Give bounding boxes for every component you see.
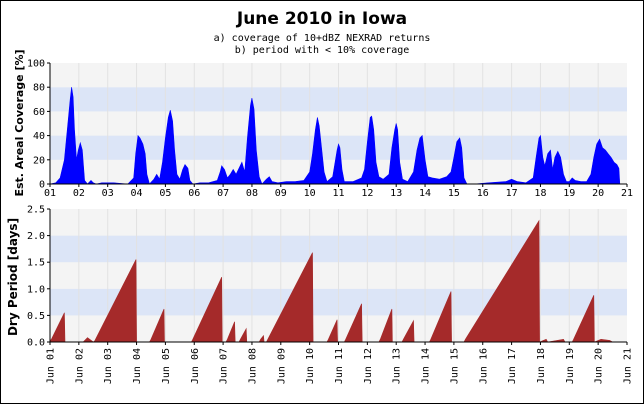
chart-title: June 2010 in Iowa [236,9,407,29]
x-tick-label: Jun 19 [565,348,576,384]
x-tick-label: Jun 15 [449,348,460,384]
x-tick-label: 09 [275,188,287,199]
coverage-panel: 0 20 40 60 80 100 01 02 03 04 05 06 07 08 09 10 11 12 13 14… [27,59,633,200]
x-tick-label: 08 [246,188,258,199]
x-tick-label: 21 [621,188,633,199]
x-tick-label: 01 [44,188,56,199]
y-tick-label: 0.5 [27,311,45,322]
x-tick-label: Jun 10 [305,348,316,384]
x-tick-label: 12 [361,188,373,199]
x-tick-label: Jun 13 [392,348,403,384]
x-tick-label: Jun 11 [334,348,345,384]
x-tick-label: Jun 06 [190,348,201,384]
x-tick-label: 07 [217,188,229,199]
x-tick-label: 15 [448,188,460,199]
x-tick-label: 05 [159,188,171,199]
x-tick-label: 13 [390,188,402,199]
x-tick-label: 19 [563,188,575,199]
series-area-0 [49,219,627,343]
x-tick-label: 03 [102,188,114,199]
x-tick-label: Jun 21 [623,348,634,384]
x-tick-label: Jun 07 [219,348,230,384]
x-tick-label: Jun 18 [536,348,547,384]
x-tick-label: 16 [477,188,489,199]
y-tick-label: 2.5 [27,205,45,216]
x-tick-label: 06 [188,188,200,199]
x-tick-label: Jun 01 [46,348,57,384]
y-tick-label: 0.0 [27,338,45,349]
x-tick-label: 10 [304,188,316,199]
x-tick-label: 14 [419,188,431,199]
chart-subtitle-line-2: b) period with < 10% coverage [235,45,410,56]
y-tick-label: 100 [27,59,45,70]
x-tick-label: 04 [131,188,143,199]
x-tick-label: Jun 08 [247,348,258,384]
x-tick-label: Jun 05 [161,348,172,384]
series-area-0 [49,87,621,185]
y-tick-label: 80 [33,83,45,94]
y-tick-label: 0 [39,180,45,191]
chart-subtitle-line-1: a) coverage of 10+dBZ NEXRAD returns [214,33,431,44]
coverage-y-axis-label: Est. Areal Coverage [%] [13,49,26,196]
x-tick-label: Jun 14 [421,348,432,384]
x-tick-label: Jun 17 [507,348,518,384]
x-tick-label: Jun 12 [363,348,374,384]
y-tick-label: 2.0 [27,231,45,242]
dry-period-y-axis-label: Dry Period [days] [6,218,20,336]
y-tick-label: 40 [33,131,45,142]
x-tick-label: 18 [534,188,546,199]
x-tick-label: Jun 03 [103,348,114,384]
x-tick-label: 02 [73,188,85,199]
y-tick-label: 1.5 [27,258,45,269]
y-tick-label: 20 [33,155,45,166]
dry-period-panel: 0.0 0.5 1.0 1.5 2.0 2.5 Jun 01 Jun 02 Jun 03 Jun … [27,205,634,385]
x-tick-label: Jun 04 [132,348,143,384]
x-tick-label: Jun 02 [74,348,85,384]
y-tick-label: 1.0 [27,284,45,295]
x-tick-label: Jun 16 [478,348,489,384]
x-tick-label: Jun 20 [594,348,605,384]
x-tick-label: 11 [332,188,344,199]
x-tick-label: 17 [506,188,518,199]
x-tick-label: Jun 09 [276,348,287,384]
y-tick-label: 60 [33,107,45,118]
x-tick-label: 20 [592,188,604,199]
